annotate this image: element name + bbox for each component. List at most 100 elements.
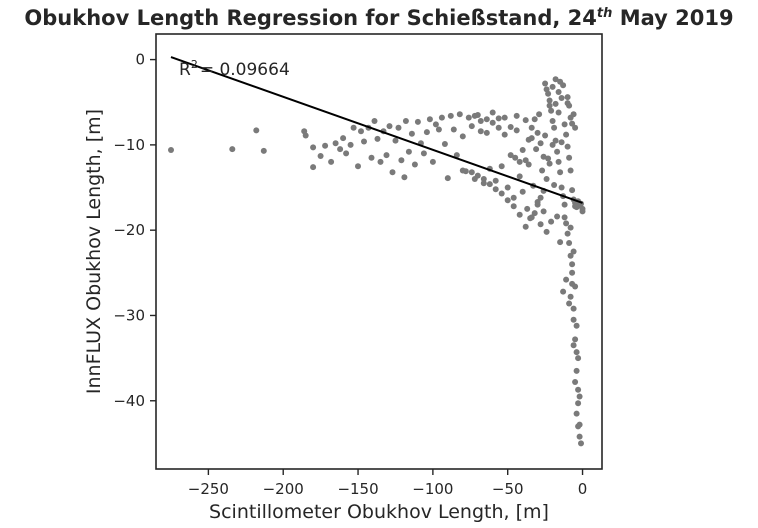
data-point bbox=[557, 239, 564, 246]
data-point bbox=[229, 146, 236, 153]
data-point bbox=[402, 118, 409, 124]
chart-title-prefix: Obukhov Length Regression for Schießstan… bbox=[24, 6, 597, 30]
data-point bbox=[343, 150, 350, 157]
data-point bbox=[423, 129, 430, 136]
data-point bbox=[546, 102, 553, 109]
r-squared-r: R bbox=[179, 60, 191, 80]
data-point bbox=[543, 86, 550, 93]
data-point bbox=[310, 144, 317, 151]
data-point bbox=[528, 214, 535, 221]
data-point bbox=[564, 230, 571, 237]
data-point bbox=[569, 269, 576, 276]
data-point bbox=[575, 423, 582, 430]
y-tick-label: −10 bbox=[113, 136, 145, 154]
data-point bbox=[542, 132, 549, 139]
data-point bbox=[383, 152, 390, 159]
data-point bbox=[513, 127, 520, 134]
y-axis-label: InnFLUX Obukhov Length, [m] bbox=[83, 109, 105, 394]
data-point bbox=[465, 114, 472, 121]
data-point bbox=[534, 129, 541, 136]
r-squared-annotation: R2 = 0.09664 bbox=[179, 58, 290, 80]
data-point bbox=[411, 161, 418, 168]
data-point bbox=[477, 128, 484, 135]
data-point bbox=[501, 131, 508, 138]
data-point bbox=[361, 138, 367, 145]
data-point bbox=[561, 214, 568, 221]
data-point bbox=[340, 135, 347, 142]
data-point bbox=[489, 109, 496, 116]
data-point bbox=[389, 169, 396, 176]
data-point bbox=[522, 117, 529, 124]
data-point bbox=[563, 131, 570, 138]
data-point bbox=[558, 95, 565, 101]
data-point bbox=[567, 167, 574, 174]
data-point bbox=[572, 336, 579, 343]
data-point bbox=[573, 410, 580, 417]
data-point bbox=[558, 184, 565, 191]
data-point bbox=[480, 180, 487, 187]
data-point bbox=[528, 124, 535, 131]
data-point bbox=[495, 124, 502, 131]
data-point bbox=[546, 160, 553, 167]
data-point bbox=[516, 158, 523, 165]
data-point bbox=[576, 433, 583, 440]
data-point bbox=[531, 116, 538, 123]
data-point bbox=[554, 148, 561, 155]
data-point bbox=[480, 176, 487, 182]
data-point bbox=[483, 129, 490, 136]
data-point bbox=[549, 118, 556, 124]
y-tick-label: 0 bbox=[135, 51, 145, 69]
plot-border bbox=[155, 33, 603, 470]
data-point bbox=[570, 342, 577, 349]
scatter-points bbox=[168, 76, 586, 447]
data-point bbox=[322, 142, 329, 149]
data-point bbox=[548, 107, 555, 114]
data-point bbox=[575, 355, 582, 362]
data-point bbox=[420, 150, 427, 157]
data-point bbox=[570, 111, 577, 118]
data-point bbox=[302, 132, 309, 139]
data-point bbox=[525, 136, 532, 143]
data-point bbox=[374, 135, 381, 142]
data-point bbox=[347, 141, 354, 148]
data-point bbox=[561, 121, 568, 128]
data-point bbox=[498, 163, 505, 170]
data-point bbox=[516, 173, 523, 180]
data-point bbox=[444, 175, 451, 182]
data-point bbox=[317, 153, 324, 159]
data-point bbox=[337, 146, 344, 153]
data-point bbox=[377, 158, 384, 165]
data-point bbox=[560, 288, 567, 295]
data-point bbox=[432, 121, 439, 128]
data-point bbox=[572, 379, 579, 385]
data-point bbox=[507, 124, 514, 130]
data-point bbox=[441, 141, 448, 147]
chart-title-suffix: May 2019 bbox=[612, 6, 734, 30]
data-point bbox=[558, 139, 565, 146]
data-point bbox=[459, 133, 466, 140]
x-tick-label: 0 bbox=[578, 480, 588, 498]
data-point bbox=[519, 147, 526, 153]
data-point bbox=[573, 322, 580, 329]
data-point bbox=[563, 276, 570, 283]
data-point bbox=[543, 228, 550, 235]
data-point bbox=[328, 158, 335, 165]
data-point bbox=[386, 123, 393, 130]
chart-title: Obukhov Length Regression for Schießstan… bbox=[0, 6, 758, 30]
data-point bbox=[563, 220, 570, 227]
data-point bbox=[575, 400, 582, 407]
data-point bbox=[450, 126, 457, 133]
data-point bbox=[542, 80, 549, 87]
x-tick-label: −50 bbox=[492, 480, 524, 498]
data-point bbox=[358, 128, 364, 135]
data-point bbox=[350, 124, 357, 131]
regression-line bbox=[170, 56, 583, 204]
data-point bbox=[504, 197, 511, 204]
data-point bbox=[569, 261, 576, 268]
x-axis-label: Scintillometer Obukhov Length, [m] bbox=[209, 501, 549, 523]
data-point bbox=[549, 141, 556, 148]
data-point bbox=[355, 163, 361, 170]
data-point bbox=[398, 157, 405, 164]
data-point bbox=[567, 293, 574, 300]
